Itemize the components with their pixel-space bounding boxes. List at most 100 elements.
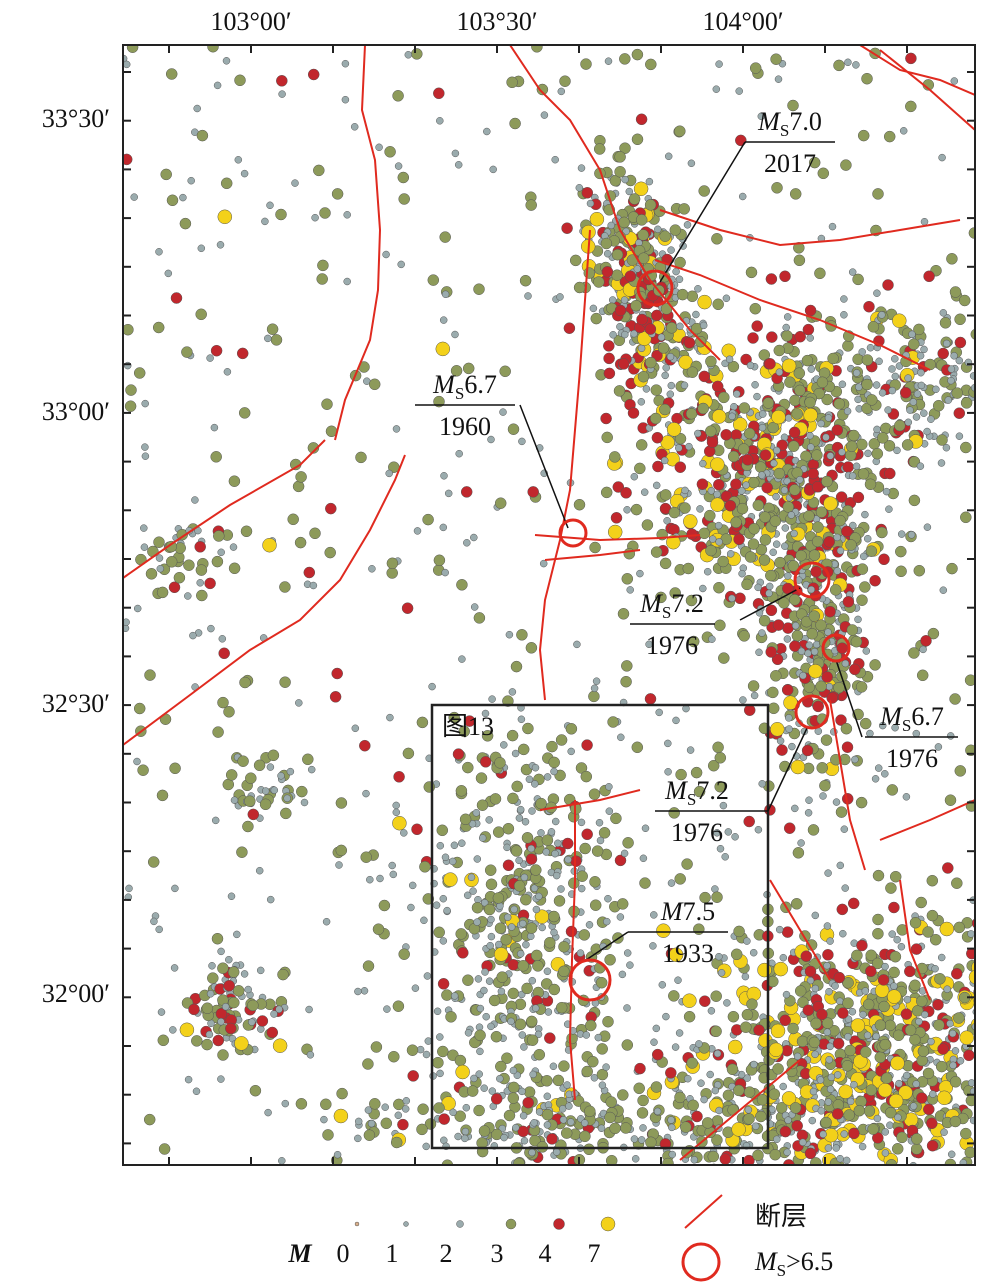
quake-dot xyxy=(227,966,240,978)
quake-dot xyxy=(229,543,238,551)
quake-dot xyxy=(454,1054,467,1067)
magnitude-subscript: S xyxy=(662,603,671,622)
quake-dot xyxy=(831,982,839,990)
quake-dot xyxy=(470,1074,478,1083)
quake-dot xyxy=(479,756,492,768)
quake-dot xyxy=(909,1033,921,1046)
quake-dot xyxy=(817,167,830,180)
quake-dot xyxy=(397,171,410,184)
quake-dot xyxy=(520,1136,529,1145)
quake-dot xyxy=(762,1182,773,1193)
quake-dot xyxy=(530,864,542,876)
quake-dot xyxy=(560,1127,573,1139)
quake-dot xyxy=(444,489,453,498)
quake-dot xyxy=(392,425,401,433)
quake-dot xyxy=(942,443,951,452)
quake-dot xyxy=(296,785,308,798)
quake-dot xyxy=(888,1093,904,1109)
quake-dot xyxy=(207,45,219,53)
quake-dot xyxy=(206,990,215,998)
quake-dot xyxy=(589,304,598,313)
quake-dot xyxy=(527,486,539,498)
quake-dot xyxy=(668,807,680,819)
quake-dot xyxy=(507,423,520,435)
magnitude-value: 6.7 xyxy=(464,370,497,399)
quake-dot xyxy=(865,965,877,978)
quake-dot xyxy=(264,334,272,343)
quake-dot xyxy=(645,1136,657,1149)
quake-dot xyxy=(731,1122,746,1137)
quake-dot xyxy=(766,331,778,343)
quake-dot xyxy=(690,766,703,779)
quake-dot xyxy=(916,1092,928,1104)
quake-dot xyxy=(359,739,371,752)
quake-dot xyxy=(478,834,487,842)
quake-dot xyxy=(913,323,925,336)
quake-dot xyxy=(697,294,712,310)
quake-dot xyxy=(155,248,163,256)
quake-dot xyxy=(997,397,1000,408)
quake-dot xyxy=(233,930,241,939)
quake-dot xyxy=(903,995,912,1004)
quake-dot xyxy=(815,506,828,518)
quake-dot xyxy=(612,481,625,493)
quake-dot xyxy=(552,1074,565,1087)
quake-dot xyxy=(909,979,921,992)
quake-dot xyxy=(633,265,642,273)
quake-dot xyxy=(674,461,687,473)
quake-dot xyxy=(394,162,403,170)
quake-dot xyxy=(266,1026,279,1039)
quake-dot xyxy=(835,491,848,503)
quake-dot xyxy=(985,1139,992,1146)
quake-dot xyxy=(723,999,731,1007)
quake-dot xyxy=(388,861,396,870)
quake-dot xyxy=(664,768,672,776)
quake-dot xyxy=(335,861,343,869)
quake-dot xyxy=(443,872,458,887)
quake-dot xyxy=(712,741,724,754)
quake-dot xyxy=(856,563,869,575)
quake-dot xyxy=(543,1121,552,1129)
quake-dot xyxy=(525,775,534,784)
quake-dot xyxy=(659,230,671,242)
quake-dot xyxy=(759,511,771,523)
quake-dot xyxy=(313,164,325,177)
quake-dot xyxy=(667,246,675,254)
quake-dot xyxy=(217,947,225,956)
quake-dot xyxy=(659,557,672,570)
quake-dot xyxy=(730,402,738,411)
legend-fault-line xyxy=(684,1194,723,1229)
quake-dot xyxy=(823,922,832,930)
legend-circle-label: MS>6.5 xyxy=(754,1247,833,1280)
quake-dot xyxy=(852,61,860,69)
quake-dot xyxy=(858,348,866,356)
quake-dot xyxy=(726,550,735,558)
quake-dot xyxy=(623,949,632,957)
quake-dot xyxy=(711,1086,720,1095)
quake-dot xyxy=(245,772,257,784)
quake-dot xyxy=(616,913,625,921)
quake-dot xyxy=(836,903,849,916)
quake-dot xyxy=(809,1087,818,1096)
quake-dot xyxy=(815,619,827,631)
quake-dot xyxy=(753,1024,765,1036)
quake-dot xyxy=(733,1084,745,1097)
quake-dot xyxy=(631,48,644,61)
quake-dot xyxy=(855,796,868,809)
quake-dot xyxy=(583,1143,595,1156)
quake-dot xyxy=(865,949,877,962)
quake-dot xyxy=(507,959,520,971)
quake-dot xyxy=(472,809,481,817)
quake-dot xyxy=(771,409,786,425)
quake-dot xyxy=(779,270,791,283)
quake-dot xyxy=(832,798,841,806)
quake-dot xyxy=(785,725,793,733)
quake-dot xyxy=(770,459,778,468)
quake-dot xyxy=(754,461,767,473)
quake-dot xyxy=(266,201,274,210)
quake-dot xyxy=(904,965,916,978)
quake-dot xyxy=(510,660,523,673)
quake-dot xyxy=(782,323,790,332)
quake-dot xyxy=(703,567,712,576)
quake-dot xyxy=(775,368,784,376)
